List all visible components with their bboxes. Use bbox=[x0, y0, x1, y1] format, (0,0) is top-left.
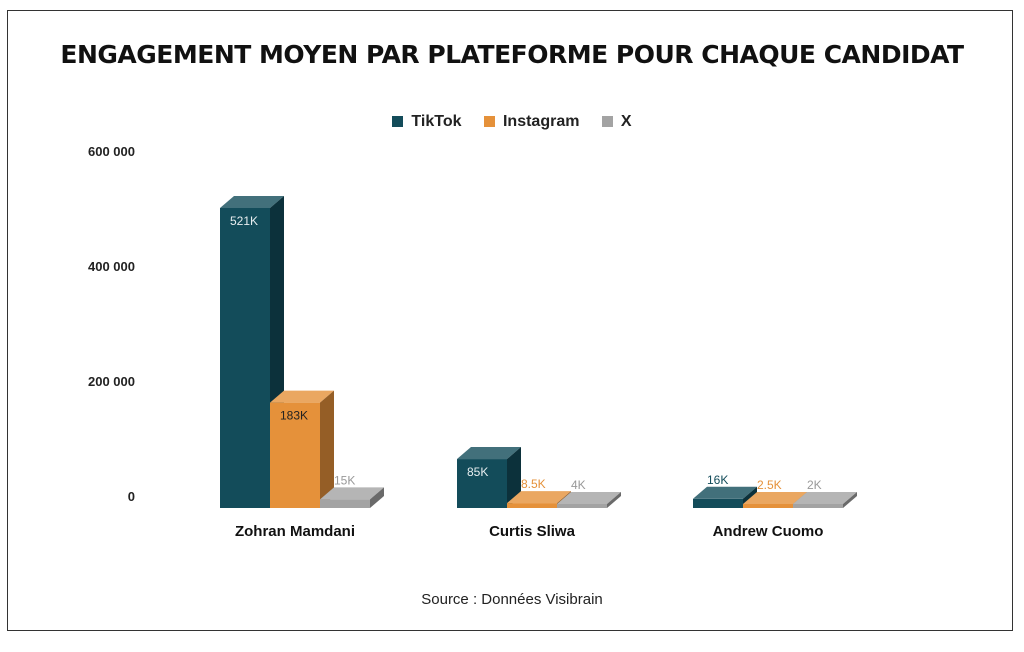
legend-label: Instagram bbox=[502, 113, 580, 130]
bar-side bbox=[843, 492, 857, 508]
data-label: 2K bbox=[807, 478, 822, 492]
legend-swatch bbox=[392, 116, 404, 127]
bar-side bbox=[607, 492, 621, 508]
bar-side bbox=[507, 447, 521, 508]
bar-top bbox=[557, 492, 621, 504]
bar-top bbox=[793, 492, 857, 504]
legend-item-instagram: Instagram bbox=[483, 113, 580, 131]
legend-label: TikTok bbox=[411, 113, 462, 130]
data-label: 15K bbox=[334, 473, 355, 487]
bar-top bbox=[457, 447, 521, 460]
chart-frame bbox=[7, 10, 1013, 631]
data-label: 2.5K bbox=[757, 478, 782, 492]
bar-top bbox=[220, 196, 284, 208]
data-label: 183K bbox=[280, 409, 308, 423]
bar-front-x bbox=[793, 504, 843, 508]
bar-front-x bbox=[320, 499, 370, 508]
data-label: 16K bbox=[707, 473, 728, 487]
x-tick-label: Zohran Mamdani bbox=[235, 523, 355, 540]
bar-front-tiktok bbox=[693, 498, 743, 508]
data-label: 521K bbox=[230, 214, 258, 228]
chart-title: ENGAGEMENT MOYEN PAR PLATEFORME POUR CHA… bbox=[60, 40, 964, 69]
legend-swatch bbox=[483, 116, 495, 127]
data-label: 85K bbox=[467, 465, 488, 479]
bar-top bbox=[320, 487, 384, 500]
x-tick-label: Andrew Cuomo bbox=[713, 523, 824, 540]
legend-item-x: X bbox=[601, 113, 632, 131]
bar-front-x bbox=[557, 504, 607, 508]
bar-top bbox=[270, 390, 334, 403]
bar-top bbox=[693, 486, 757, 499]
y-tick-label: 400 000 bbox=[88, 259, 135, 274]
legend-swatch bbox=[601, 116, 613, 127]
bar-front-instagram bbox=[743, 504, 793, 508]
source-note: Source : Données Visibrain bbox=[421, 591, 603, 608]
data-label: 4K bbox=[571, 478, 586, 492]
bar-top bbox=[743, 492, 807, 504]
bar-side bbox=[320, 390, 334, 508]
bar-front-instagram bbox=[270, 402, 320, 508]
legend-item-tiktok: TikTok bbox=[392, 113, 462, 131]
y-tick-label: 200 000 bbox=[88, 374, 135, 389]
bar-front-tiktok bbox=[220, 208, 270, 508]
legend: TikTok Instagram X bbox=[0, 113, 1024, 131]
bar-front-tiktok bbox=[457, 459, 507, 508]
y-tick-label: 600 000 bbox=[88, 144, 135, 159]
bar-front-instagram bbox=[507, 503, 557, 508]
data-label: 8.5K bbox=[521, 477, 546, 491]
legend-label: X bbox=[620, 113, 632, 130]
x-tick-label: Curtis Sliwa bbox=[489, 523, 576, 540]
bar-side bbox=[370, 487, 384, 508]
y-tick-label: 0 bbox=[128, 489, 135, 504]
bar-top bbox=[507, 491, 571, 504]
